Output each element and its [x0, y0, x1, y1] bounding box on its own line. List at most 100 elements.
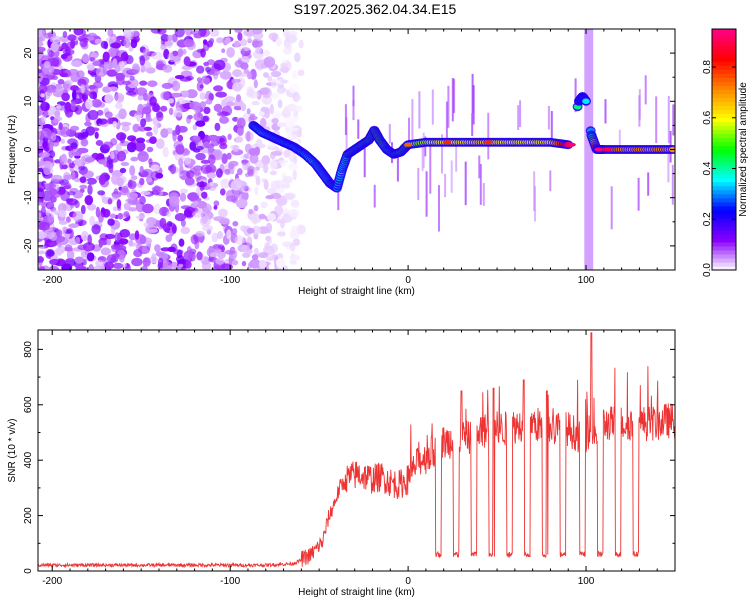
noise-blob: [38, 90, 41, 97]
noise-blob: [100, 40, 108, 49]
noise-blob: [72, 89, 77, 101]
noise-blob: [232, 221, 239, 227]
colorbar-segment: [712, 41, 736, 46]
noise-blob: [78, 166, 86, 171]
colorbar-segment: [712, 261, 736, 267]
noise-blob: [112, 206, 119, 212]
noise-blob: [233, 106, 242, 111]
noise-blob: [71, 70, 77, 77]
streak-mark: [352, 100, 355, 121]
noise-blob: [265, 222, 273, 234]
noise-blob: [180, 219, 186, 227]
noise-blob: [172, 131, 177, 142]
noise-blob: [202, 39, 208, 45]
noise-blob: [288, 163, 299, 171]
noise-blob: [75, 236, 81, 245]
noise-blob: [190, 30, 201, 35]
colorbar-segment: [712, 49, 736, 54]
colorbar-segment: [712, 117, 736, 122]
noise-blob: [196, 65, 205, 74]
noise-blob: [102, 51, 110, 63]
noise-blob: [75, 265, 87, 270]
noise-blob: [115, 102, 123, 110]
streak-mark: [344, 104, 347, 135]
streak-mark: [444, 173, 447, 198]
noise-blob: [178, 263, 184, 268]
colorbar-segment: [712, 109, 736, 114]
noise-blob: [70, 101, 76, 111]
noise-blob: [91, 224, 101, 235]
noise-blob: [193, 112, 204, 122]
noise-blob: [179, 188, 188, 194]
ridge-hotspot: [404, 142, 413, 147]
noise-blob: [203, 106, 211, 115]
noise-blob: [115, 92, 125, 103]
noise-blob: [112, 58, 118, 69]
noise-blob: [162, 223, 170, 232]
noise-blob: [43, 109, 49, 117]
noise-blob: [224, 168, 231, 175]
noise-blob: [84, 83, 89, 92]
noise-blob: [246, 227, 255, 234]
colorbar-segment: [712, 81, 736, 86]
y-tick-label: 10: [23, 95, 34, 107]
colorbar-segment: [712, 137, 736, 143]
noise-blob: [55, 247, 63, 256]
colorbar-segment: [712, 145, 736, 151]
noise-blob: [220, 188, 226, 196]
noise-blob: [166, 211, 172, 217]
streak-mark: [647, 172, 650, 196]
noise-blob: [114, 232, 120, 243]
noise-blob: [190, 234, 199, 245]
streak-mark: [429, 145, 432, 194]
noise-blob: [208, 154, 216, 165]
noise-blob: [95, 67, 107, 78]
noise-blob: [185, 260, 192, 269]
noise-blob: [162, 64, 173, 73]
noise-blob: [129, 165, 136, 176]
noise-blob: [110, 42, 121, 49]
noise-blob: [98, 175, 106, 185]
streak-mark: [431, 89, 434, 125]
noise-blob: [207, 134, 219, 142]
chart-title: S197.2025.362.04.34.E15: [293, 1, 457, 17]
noise-blob: [200, 164, 212, 175]
noise-blob: [224, 96, 236, 102]
streak-mark: [638, 89, 641, 120]
noise-blob: [147, 80, 158, 87]
streak-mark: [396, 157, 399, 182]
colorbar-segment: [712, 69, 736, 74]
streak-mark: [550, 111, 553, 142]
noise-blob: [45, 201, 55, 210]
colorbar-segment: [712, 213, 736, 219]
noise-blob: [135, 110, 142, 116]
noise-blob: [192, 200, 199, 206]
noise-blob: [62, 226, 67, 234]
noise-blob: [129, 75, 135, 81]
noise-blob: [139, 55, 146, 66]
noise-blob: [97, 190, 106, 196]
noise-blob: [64, 79, 74, 85]
noise-blob: [289, 229, 300, 240]
noise-blob: [39, 265, 45, 270]
noise-blob: [277, 122, 287, 128]
noise-blob: [259, 117, 267, 128]
noise-blob: [120, 121, 132, 127]
noise-blob: [249, 113, 256, 118]
colorbar-segment: [712, 45, 736, 50]
noise-blob: [62, 48, 75, 56]
colorbar-segment: [712, 29, 736, 34]
noise-blob: [47, 213, 55, 223]
noise-blob: [119, 255, 125, 263]
noise-blob: [261, 87, 272, 99]
noise-blob: [277, 99, 283, 109]
noise-blob: [167, 34, 173, 42]
noise-blob: [195, 120, 206, 127]
noise-blob: [217, 231, 223, 240]
noise-blob: [48, 150, 56, 159]
noise-blob: [109, 213, 116, 219]
noise-blob: [189, 197, 202, 203]
ridge-hotspot: [603, 147, 612, 152]
noise-blob: [263, 72, 269, 78]
noise-blob: [235, 94, 242, 102]
